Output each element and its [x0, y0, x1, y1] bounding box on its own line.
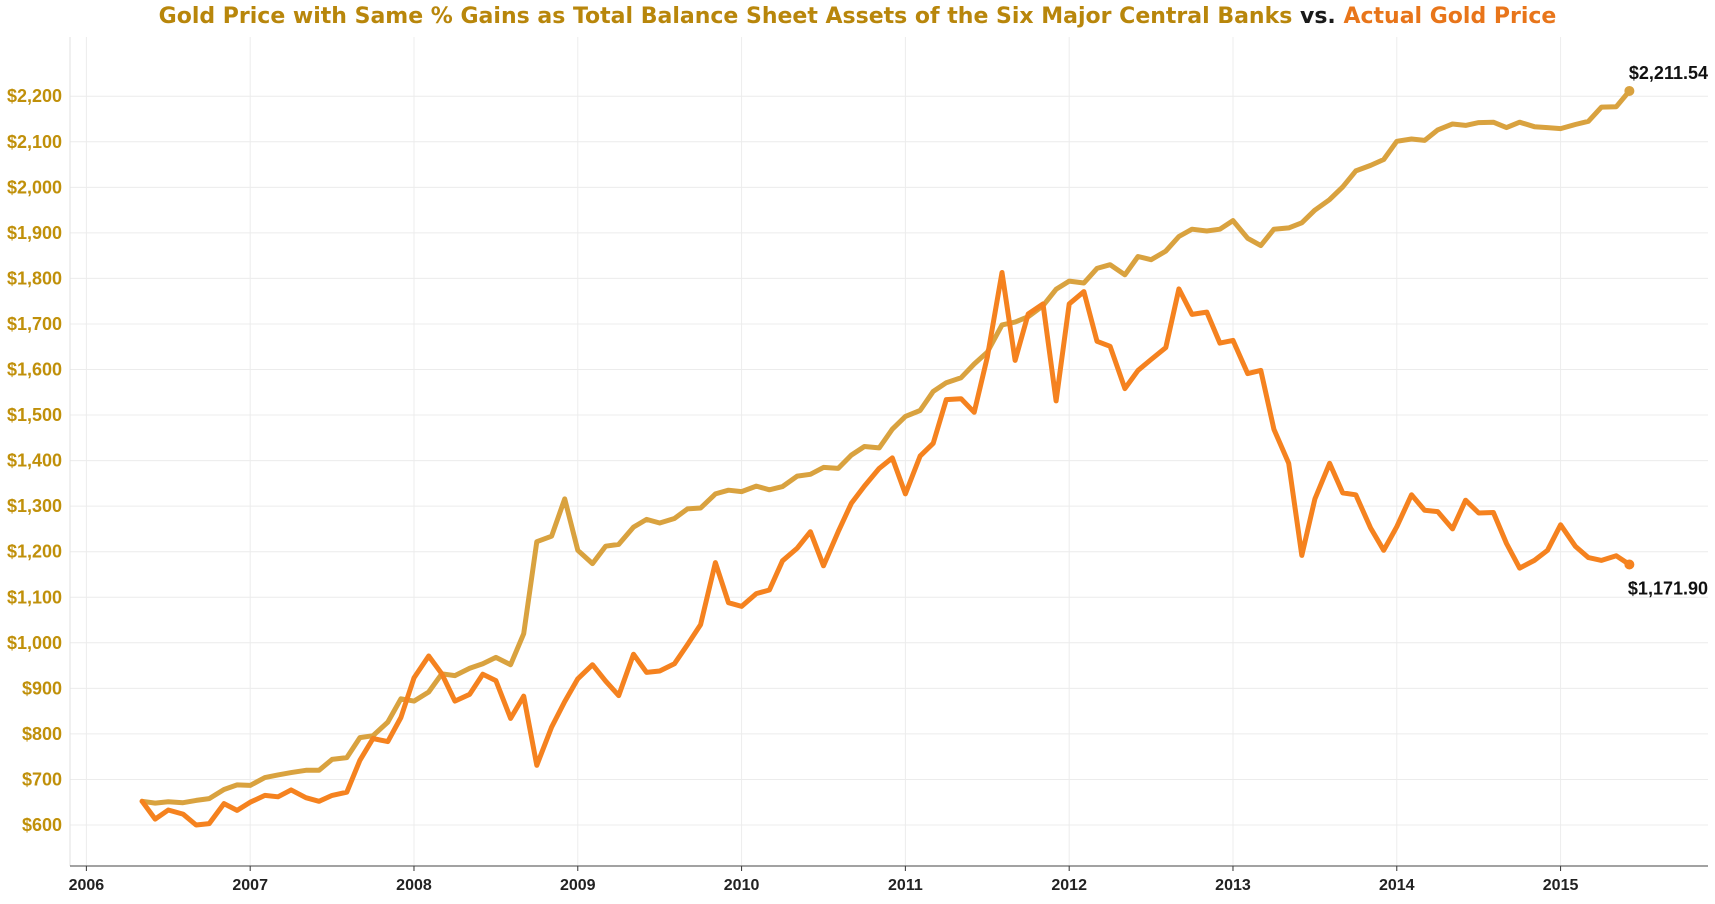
x-tick-label: 2010 — [724, 877, 760, 894]
y-tick-label: $1,400 — [7, 451, 62, 471]
y-tick-label: $1,700 — [7, 314, 62, 334]
series-end-marker-1 — [1624, 559, 1635, 570]
y-tick-label: $2,100 — [7, 132, 62, 152]
end-value-label-1: $1,171.90 — [1628, 579, 1708, 599]
y-tick-label: $1,200 — [7, 542, 62, 562]
x-tick-label: 2006 — [69, 877, 105, 894]
chart-title-part-2: Actual Gold Price — [1343, 4, 1557, 29]
y-tick-label: $1,100 — [7, 587, 62, 607]
x-tick-label: 2009 — [560, 877, 596, 894]
x-tick-label: 2008 — [396, 877, 432, 894]
chart-title: Gold Price with Same % Gains as Total Ba… — [0, 4, 1715, 29]
y-tick-label: $800 — [22, 724, 62, 744]
grid-lines — [70, 37, 1708, 866]
y-tick-label: $600 — [22, 815, 62, 835]
chart-title-part-0: Gold Price with Same % Gains as Total Ba… — [158, 4, 1293, 29]
y-tick-label: $700 — [22, 769, 62, 789]
y-tick-label: $1,300 — [7, 496, 62, 516]
y-tick-label: $900 — [22, 678, 62, 698]
x-tick-label: 2011 — [888, 877, 923, 894]
chart-title-part-1: vs. — [1292, 4, 1344, 29]
series-lines — [139, 85, 1635, 828]
x-tick-label: 2015 — [1543, 877, 1579, 894]
x-tick-label: 2012 — [1051, 877, 1087, 894]
x-tick-label: 2013 — [1215, 877, 1251, 894]
y-tick-label: $1,600 — [7, 360, 62, 380]
end-value-label-0: $2,211.54 — [1629, 63, 1708, 83]
axes: $600 $700 $800 $900 $1,000 $1,100 $1,200 $1,300… — [7, 37, 1708, 894]
y-tick-label: $2,200 — [7, 86, 62, 106]
series-line-1 — [139, 270, 1632, 828]
y-tick-label: $1,900 — [7, 223, 62, 243]
y-tick-label: $2,000 — [7, 177, 62, 197]
x-tick-label: 2014 — [1379, 877, 1415, 894]
y-tick-label: $1,500 — [7, 405, 62, 425]
series-line-0 — [139, 88, 1632, 806]
y-tick-label: $1,800 — [7, 268, 62, 288]
end-labels: $2,211.54 $1,171.90 — [1628, 63, 1708, 599]
series-end-marker-0 — [1624, 85, 1635, 96]
x-tick-label: 2007 — [232, 877, 268, 894]
y-tick-label: $1,000 — [7, 633, 62, 653]
